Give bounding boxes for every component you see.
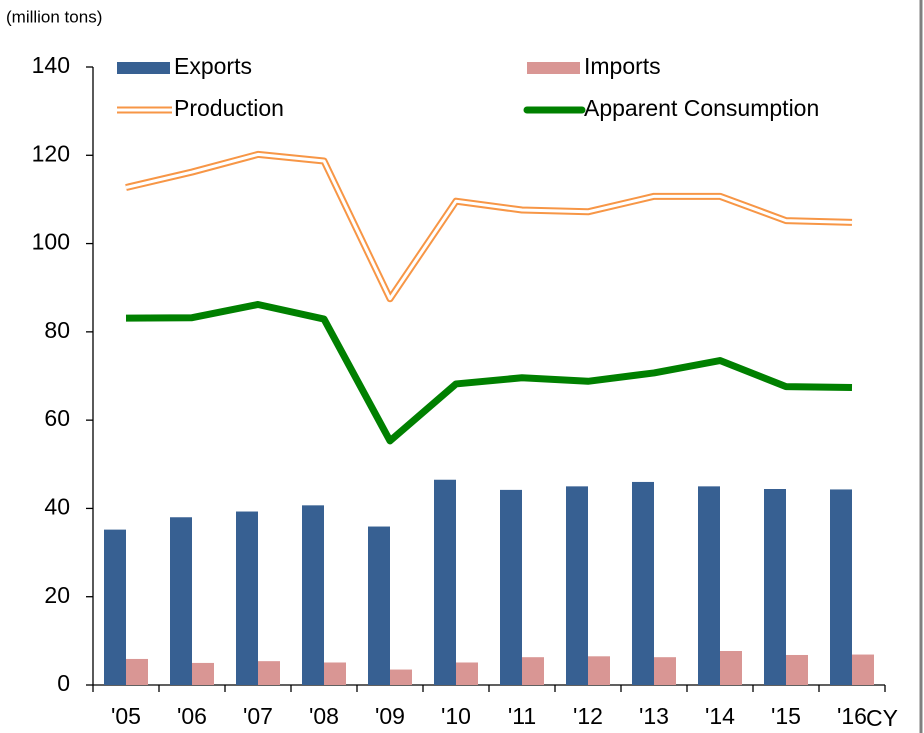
bar [632,481,654,685]
bar [126,658,148,685]
y-tick-label: 120 [32,140,70,166]
bar [456,662,478,685]
x-tick-label: '13 [639,703,669,729]
x-tick-label: '11 [508,703,536,729]
bar [324,662,346,685]
bar [302,505,324,685]
y-tick-label: 100 [32,229,70,255]
y-tick-label: 80 [44,317,70,343]
bar [654,657,676,685]
x-tick-label: '15 [771,703,801,729]
bar [852,654,874,685]
y-tick-label: 20 [44,582,70,608]
x-tick-label: '16 [837,703,867,729]
bar [588,656,610,685]
x-tick-label: '05 [111,703,141,729]
bar [720,651,742,685]
bar [764,489,786,685]
bar [368,526,390,685]
x-axis-label: CY [866,705,898,731]
bar [566,486,588,685]
bar [390,669,412,685]
bar [434,479,456,685]
legend-swatch [117,62,170,74]
y-tick-label: 40 [44,494,70,520]
bar [698,486,720,685]
line [125,300,853,445]
x-tick-label: '10 [441,703,471,729]
y-tick-label: 140 [32,52,70,78]
bar [192,662,214,685]
legend-label: Production [174,95,284,121]
legend-label: Exports [174,53,252,79]
x-tick-label: '07 [243,703,273,729]
line-outer [125,150,853,303]
x-tick-label: '09 [375,703,405,729]
x-tick-label: '12 [573,703,603,729]
y-axis-label: (million tons) [6,7,102,26]
bar [786,654,808,685]
bar [258,661,280,685]
bar [500,489,522,685]
legend-label: Imports [584,53,661,79]
bar [522,657,544,685]
bar [830,489,852,685]
x-tick-label: '14 [705,703,735,729]
legend-swatch [527,62,580,74]
y-tick-label: 60 [44,405,70,431]
bar [170,517,192,685]
y-tick-label: 0 [57,670,70,696]
line-inner [125,152,853,301]
x-tick-label: '08 [309,703,339,729]
bar [104,529,126,685]
bar [236,511,258,685]
x-tick-label: '06 [177,703,207,729]
legend-label: Apparent Consumption [584,95,819,121]
